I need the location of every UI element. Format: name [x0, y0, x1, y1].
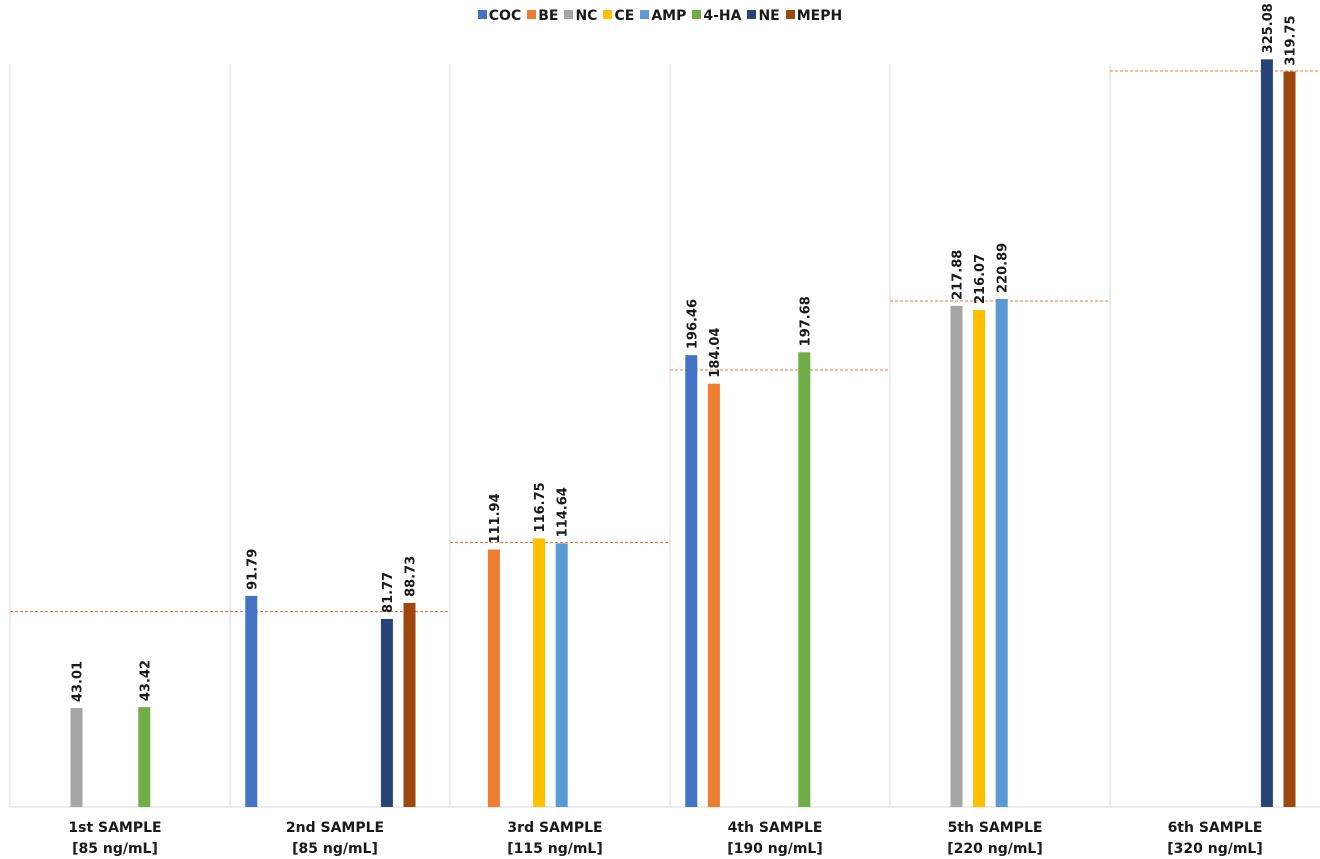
bar-meph-6	[1283, 71, 1296, 807]
chart-legend: COC BE NC CE AMP 4-HA NE MEPH	[0, 8, 1320, 24]
category-label: 5th SAMPLE	[948, 820, 1043, 836]
legend-item-meph: MEPH	[785, 8, 843, 24]
data-label: 116.75	[533, 482, 548, 532]
legend-swatch	[477, 10, 487, 19]
data-label: 111.94	[488, 493, 503, 543]
legend-item-ne: NE	[747, 8, 780, 24]
bar-be-3	[487, 549, 500, 807]
bar-coc-2	[245, 595, 258, 807]
data-label: 216.07	[973, 254, 988, 304]
legend-item-nc: NC	[564, 8, 597, 24]
legend-label: NC	[575, 8, 598, 24]
legend-label: BE	[538, 8, 559, 24]
category-label: 6th SAMPLE	[1168, 820, 1263, 836]
bar-nc-1	[70, 708, 83, 807]
data-label: 184.04	[708, 328, 723, 378]
data-label: 81.77	[381, 572, 396, 613]
legend-swatch	[747, 10, 757, 19]
legend-item-ce: CE	[603, 8, 634, 24]
data-label: 197.68	[798, 296, 813, 346]
data-label: 319.75	[1284, 15, 1299, 65]
bar-amp-3	[555, 543, 568, 807]
legend-swatch	[527, 10, 537, 19]
category-label: 1st SAMPLE	[68, 820, 161, 836]
data-label: 114.64	[556, 487, 571, 537]
legend-swatch	[564, 10, 574, 19]
bar-meph-2	[403, 602, 416, 807]
bar-ne-6	[1260, 59, 1273, 808]
category-concentration-label: [220 ng/mL]	[947, 841, 1043, 857]
bar-4-ha-1	[138, 707, 151, 807]
legend-label: 4-HA	[703, 8, 742, 24]
category-concentration-label: [320 ng/mL]	[1167, 841, 1263, 857]
data-label: 325.08	[1261, 3, 1276, 53]
bar-be-4	[707, 383, 720, 807]
data-label: 43.42	[138, 660, 153, 701]
bar-ce-5	[973, 310, 986, 807]
legend-label: AMP	[651, 8, 687, 24]
legend-swatch	[785, 10, 795, 19]
category-concentration-label: [85 ng/mL]	[72, 841, 158, 857]
legend-swatch	[603, 10, 613, 19]
legend-label: COC	[488, 8, 522, 24]
legend-item-4-ha: 4-HA	[692, 8, 741, 24]
bar-nc-5	[950, 305, 963, 807]
category-concentration-label: [85 ng/mL]	[292, 841, 378, 857]
bar-ce-3	[533, 538, 546, 807]
bar-4-ha-4	[798, 352, 811, 807]
category-concentration-label: [115 ng/mL]	[507, 841, 603, 857]
bar-ne-2	[380, 618, 393, 807]
legend-item-coc: COC	[477, 8, 522, 24]
category-label: 4th SAMPLE	[728, 820, 823, 836]
data-label: 43.01	[71, 661, 86, 702]
category-label: 2nd SAMPLE	[286, 820, 384, 836]
data-label: 196.46	[685, 299, 700, 349]
data-label: 88.73	[404, 556, 419, 597]
legend-label: MEPH	[796, 8, 843, 24]
category-concentration-label: [190 ng/mL]	[727, 841, 823, 857]
legend-swatch	[640, 10, 650, 19]
data-label: 91.79	[245, 549, 260, 590]
bar-amp-5	[995, 298, 1008, 807]
legend-item-amp: AMP	[640, 8, 686, 24]
legend-label: CE	[614, 8, 635, 24]
legend-label: NE	[758, 8, 780, 24]
legend-item-be: BE	[527, 8, 558, 24]
legend-swatch	[692, 10, 702, 19]
data-label: 217.88	[951, 250, 966, 300]
bar-coc-4	[685, 355, 698, 807]
data-label: 220.89	[996, 243, 1011, 293]
category-label: 3rd SAMPLE	[507, 820, 602, 836]
